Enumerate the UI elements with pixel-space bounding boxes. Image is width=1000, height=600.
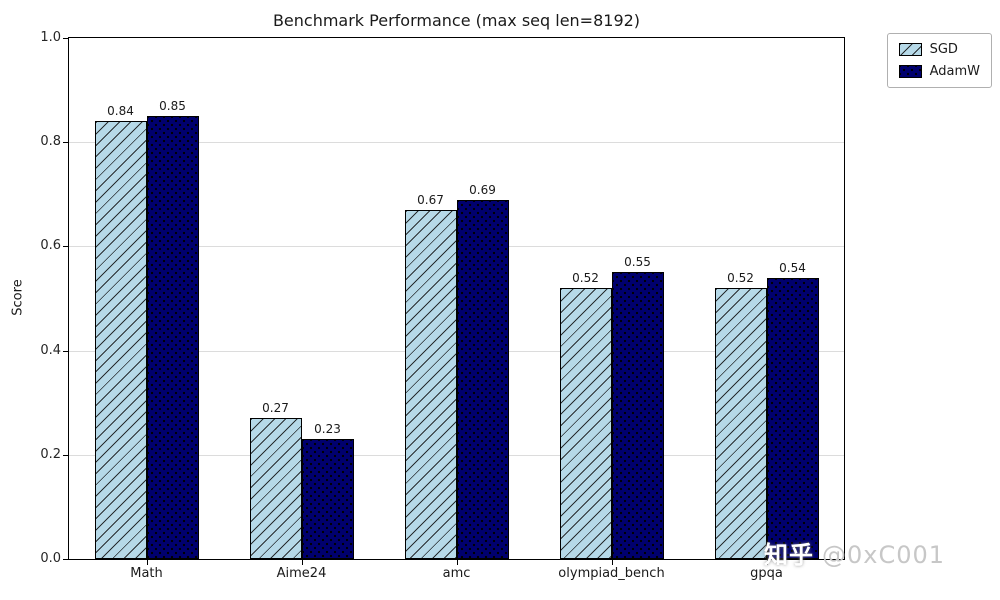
bar-adamw-gpqa: [766, 277, 819, 559]
legend-label-adamw: AdamW: [929, 64, 980, 79]
bar-value-label: 0.84: [107, 104, 134, 119]
bar-value-label: 0.27: [262, 401, 289, 416]
bar-adamw-olympiad_bench: [611, 272, 664, 559]
y-tick-label: 1.0: [40, 30, 61, 45]
legend: SGD AdamW: [886, 33, 992, 88]
x-tick-mark: [301, 560, 303, 565]
x-tick-mark: [766, 560, 768, 565]
bar-adamw-math: [146, 116, 199, 559]
chart-title: Benchmark Performance (max seq len=8192): [272, 11, 641, 30]
x-tick-label-math: Math: [130, 566, 163, 581]
legend-swatch-adamw: [898, 65, 922, 78]
y-tick-label: 0.4: [40, 342, 61, 358]
y-tick-mark: [63, 559, 68, 560]
legend-item-adamw: AdamW: [898, 64, 980, 79]
y-tick-label: 0.6: [40, 238, 61, 254]
bar-value-label: 0.54: [779, 260, 806, 275]
bar-adamw-aime24: [301, 439, 354, 559]
y-tick-mark: [63, 246, 68, 248]
gridline: [69, 142, 844, 144]
bar-value-label: 0.52: [727, 271, 754, 286]
x-tick-mark: [456, 560, 458, 565]
x-tick-label-gpqa: gpqa: [750, 566, 783, 581]
y-tick-mark: [63, 454, 68, 456]
y-tick-mark: [63, 38, 68, 39]
x-tick-mark: [146, 560, 148, 565]
bar-value-label: 0.52: [572, 271, 599, 286]
plot-area: 0.84 0.85 0.27 0.23 0.67 0.69 0.52 0.55 0.52 0.54: [68, 37, 845, 560]
y-tick-mark: [63, 350, 68, 352]
legend-item-sgd: SGD: [898, 42, 980, 57]
legend-label-sgd: SGD: [929, 42, 958, 57]
bar-value-label: 0.69: [469, 182, 496, 197]
x-tick-label-aime24: Aime24: [276, 566, 327, 581]
legend-swatch-sgd: [898, 43, 922, 56]
bar-sgd-gpqa: [714, 288, 767, 559]
y-tick-label: 0.8: [40, 134, 61, 150]
bar-adamw-amc: [456, 199, 509, 559]
bar-sgd-olympiad_bench: [559, 288, 612, 559]
x-tick-label-olympiad_bench: olympiad_bench: [558, 566, 665, 581]
y-tick-label: 0.0: [40, 551, 61, 566]
bar-value-label: 0.85: [159, 99, 186, 114]
y-tick-label: 0.2: [40, 446, 61, 462]
y-axis-label: Score: [10, 279, 26, 316]
x-tick-mark: [611, 560, 613, 565]
bar-sgd-amc: [404, 209, 457, 559]
bar-value-label: 0.67: [417, 192, 444, 207]
x-tick-label-amc: amc: [442, 566, 471, 581]
y-tick-mark: [63, 142, 68, 144]
bar-value-label: 0.23: [314, 422, 341, 437]
bar-sgd-aime24: [249, 418, 302, 559]
bar-value-label: 0.55: [624, 255, 651, 270]
bar-sgd-math: [94, 121, 147, 559]
